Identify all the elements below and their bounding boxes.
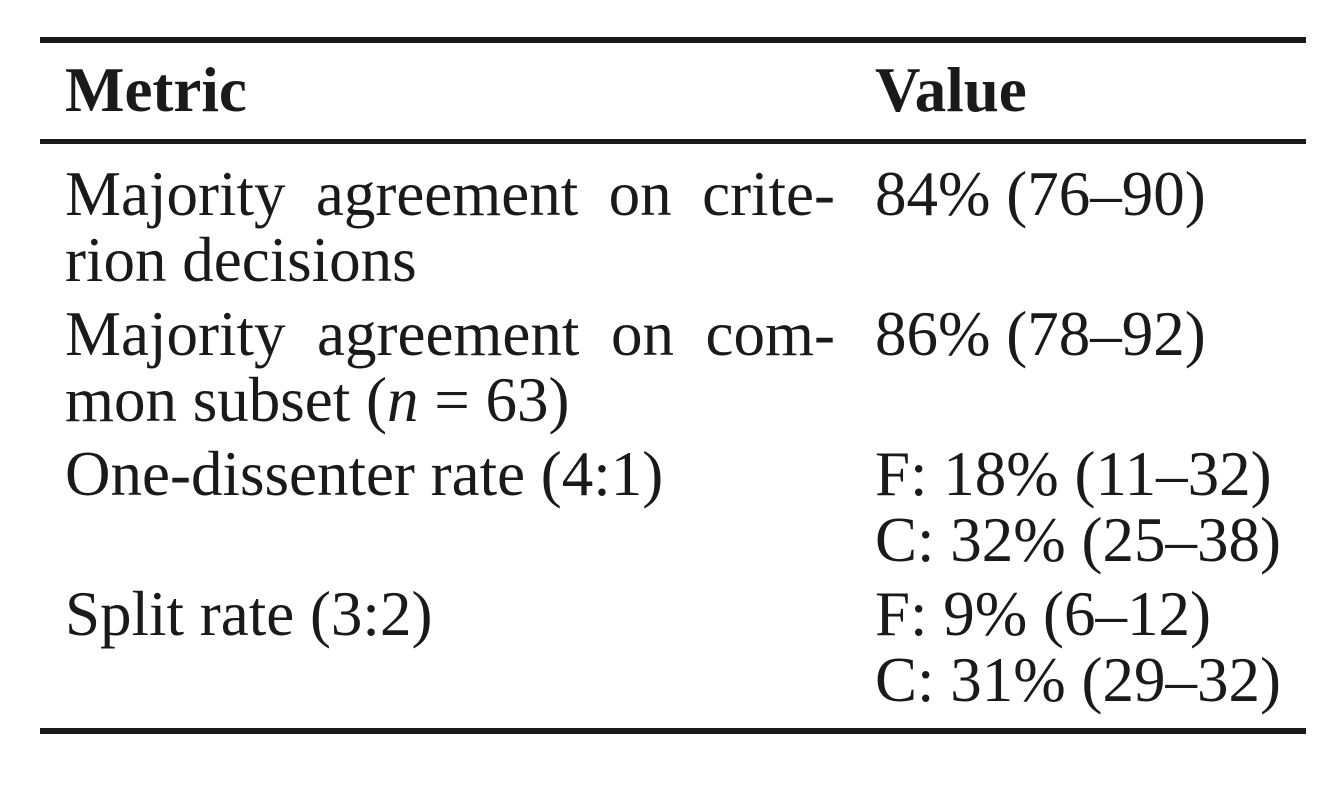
value-line: C: 32% (25–38): [875, 505, 1281, 575]
value-cell: F: 9% (6–12) C: 31% (29–32): [875, 581, 1306, 713]
table-row: Split rate (3:2) F: 9% (6–12) C: 31% (29–3…: [65, 581, 1306, 713]
column-header-metric: Metric: [65, 55, 247, 125]
metric-line: One-dissenter rate (4:1): [65, 439, 664, 509]
table-row: Majority agreement on crite-rion decisio…: [65, 161, 1306, 293]
table-header-rule: [40, 139, 1306, 144]
table-row: Majority agreement on com-mon subset (n …: [65, 301, 1306, 433]
metrics-table: Metric Value Majority agreement on crite…: [40, 37, 1306, 734]
value-cell: F: 18% (11–32) C: 32% (25–38): [875, 441, 1306, 573]
metric-line: Majority agreement on crite-: [65, 159, 835, 229]
value-line: C: 31% (29–32): [875, 645, 1281, 715]
table-top-rule: [40, 37, 1306, 43]
table-header-row: Metric Value: [40, 43, 1306, 139]
value-line: F: 18% (11–32): [875, 439, 1272, 509]
metric-line: Split rate (3:2): [65, 579, 433, 649]
value-cell: 86% (78–92): [875, 301, 1306, 433]
metric-line: Majority agreement on com-: [65, 299, 835, 369]
metric-cell: One-dissenter rate (4:1): [65, 441, 835, 573]
value-cell: 84% (76–90): [875, 161, 1306, 293]
metric-cell: Split rate (3:2): [65, 581, 835, 713]
column-header-value: Value: [875, 55, 1027, 125]
value-line: 84% (76–90): [875, 159, 1206, 229]
metric-cell: Majority agreement on crite-rion decisio…: [65, 161, 835, 293]
metric-line: rion decisions: [65, 225, 417, 295]
table-bottom-rule: [40, 728, 1306, 734]
table-body: Majority agreement on crite-rion decisio…: [40, 144, 1306, 728]
value-line: F: 9% (6–12): [875, 579, 1211, 649]
table-row: One-dissenter rate (4:1) F: 18% (11–32) C:…: [65, 441, 1306, 573]
metric-cell: Majority agreement on com-mon subset (n …: [65, 301, 835, 433]
value-line: 86% (78–92): [875, 299, 1206, 369]
metric-line: mon subset (n = 63): [65, 365, 570, 435]
math-variable: n: [386, 365, 419, 435]
